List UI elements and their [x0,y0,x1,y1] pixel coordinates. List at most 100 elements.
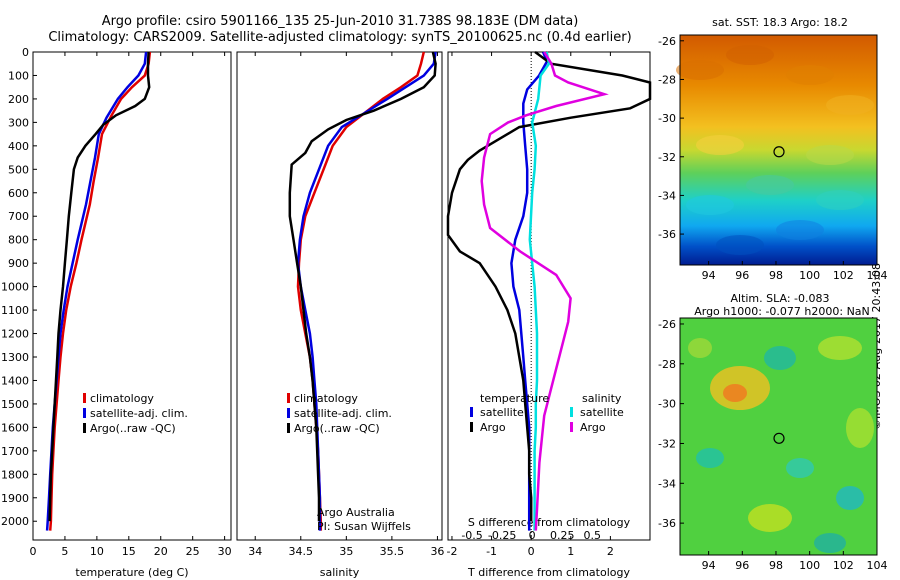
sst-texture [676,60,724,80]
temperature-ytick-label: 2000 [1,515,29,528]
sst_map-ytick-label: -34 [658,189,676,202]
legend-swatch [83,408,86,418]
argo-position-marker [773,146,785,158]
difference-s-tick-label: 0 [529,529,536,542]
legend-label: climatology [90,392,154,405]
difference-xtick-label: 1 [567,545,574,558]
argo-position-marker [773,432,785,444]
sla-map-subtitle: Argo h1000: -0.077 h2000: NaN [694,305,870,318]
legend-swatch [83,393,86,403]
temperature-ytick-label: 1900 [1,492,29,505]
temperature-ytick-label: 600 [8,187,29,200]
legend-swatch [570,422,573,432]
difference-xtick-label: -2 [446,545,457,558]
difference-frame [447,51,651,541]
series-line-s-satellite [528,51,551,531]
sst_map-frame [679,34,878,266]
temperature-ytick-label: 1800 [1,468,29,481]
temperature-xtick-label: 30 [218,545,232,558]
sst-texture [716,235,764,255]
sla-texture [764,346,796,370]
temperature-ytick-label: 900 [8,257,29,270]
temperature-ytick-label: 400 [8,140,29,153]
difference-panel: -2 -1 0 1 2 T difference from climatology S di… [446,50,652,579]
legend-label: climatology [294,392,358,405]
legend-label: Argo(..raw -QC) [90,422,176,435]
salinity-frame [236,51,443,541]
difference-xtick-label: 2 [607,545,614,558]
sla-texture [723,384,747,402]
sst_map-xtick-label: 100 [799,269,820,282]
legend-title-temperature: temperature [480,392,549,405]
difference-xtick-label: 0 [528,545,535,558]
sla-texture [786,458,814,478]
difference-s-tick-label: -0.25 [488,529,516,542]
sst-texture [826,95,874,115]
sst-texture [806,145,854,165]
series-line-s-argo [480,51,609,531]
annotation-text: PI: Susan Wijffels [317,520,411,533]
salinity-xtick-label: 35 [339,545,353,558]
sla_map-frame [679,317,878,556]
temperature-panel: 0 5 10 15 20 25 300100200300400500600700800900… [1,46,232,579]
temperature-ytick-label: 1500 [1,398,29,411]
sst_map-ytick-label: -28 [658,73,676,86]
legend-swatch [470,407,473,417]
legend-swatch [287,408,290,418]
sla_map-ytick-label: -36 [658,517,676,530]
legend-title-salinity: salinity [582,392,622,405]
salinity-xtick-label: 34.5 [289,545,314,558]
sst-texture [786,65,834,85]
sst-texture [696,135,744,155]
temperature-ytick-label: 0 [22,46,29,59]
sla-texture [818,336,862,360]
sla-texture [814,533,846,553]
legend-label: Argo [580,421,606,434]
temperature-ytick-label: 1200 [1,328,29,341]
legend-label: satellite-adj. clim. [294,407,392,420]
legend-label: satellite [580,406,624,419]
temperature-ytick-label: 1400 [1,374,29,387]
temperature-ytick-label: 300 [8,116,29,129]
sst-texture [776,220,824,240]
sla_map-ytick-label: -30 [658,398,676,411]
difference-top-xlabel: S difference from climatology [468,516,631,529]
sla-texture [688,338,712,358]
sst_map-ytick-label: -32 [658,151,676,164]
sla_map-ytick-label: -26 [658,318,676,331]
temperature-ytick-label: 200 [8,93,29,106]
temperature-xtick-label: 0 [30,545,37,558]
sla_map-xtick-label: 100 [799,559,820,572]
sla_map-xtick-label: 94 [702,559,716,572]
difference-s-tick-label: 0.5 [584,529,602,542]
salinity-xtick-label: 34 [248,545,262,558]
difference-s-tick-label: 0.25 [550,529,575,542]
difference-xtick-label: -1 [486,545,497,558]
temperature-xtick-label: 5 [61,545,68,558]
sla_map-xtick-label: 96 [735,559,749,572]
sla-texture [846,408,874,448]
salinity-panel: 34 34.5 35 35.5 36 salinity climatology satelli… [236,51,444,579]
sst-map-title: sat. SST: 18.3 Argo: 18.2 [712,16,848,29]
temperature-ytick-label: 500 [8,163,29,176]
temperature-ytick-label: 700 [8,210,29,223]
sla-texture [696,448,724,468]
temperature-xtick-label: 15 [122,545,136,558]
sst_map-xtick-label: 94 [702,269,716,282]
salinity-xlabel: salinity [320,566,360,579]
sla_map-xtick-label: 102 [833,559,854,572]
series-line-argoraw [288,51,437,522]
legend-label: Argo(..raw -QC) [294,422,380,435]
legend-swatch [83,423,86,433]
figure-title-line2: Climatology: CARS2009. Satellite-adjuste… [48,30,632,45]
series-line-t-argo [446,50,652,522]
sla_map-ytick-label: -34 [658,477,676,490]
legend-swatch [470,422,473,432]
sst_map-xtick-label: 102 [833,269,854,282]
legend-swatch [570,407,573,417]
difference-s-tick-label: -0.5 [461,529,482,542]
sst-texture [816,190,864,210]
legend-swatch [287,423,290,433]
sla_map-ytick-label: -28 [658,358,676,371]
